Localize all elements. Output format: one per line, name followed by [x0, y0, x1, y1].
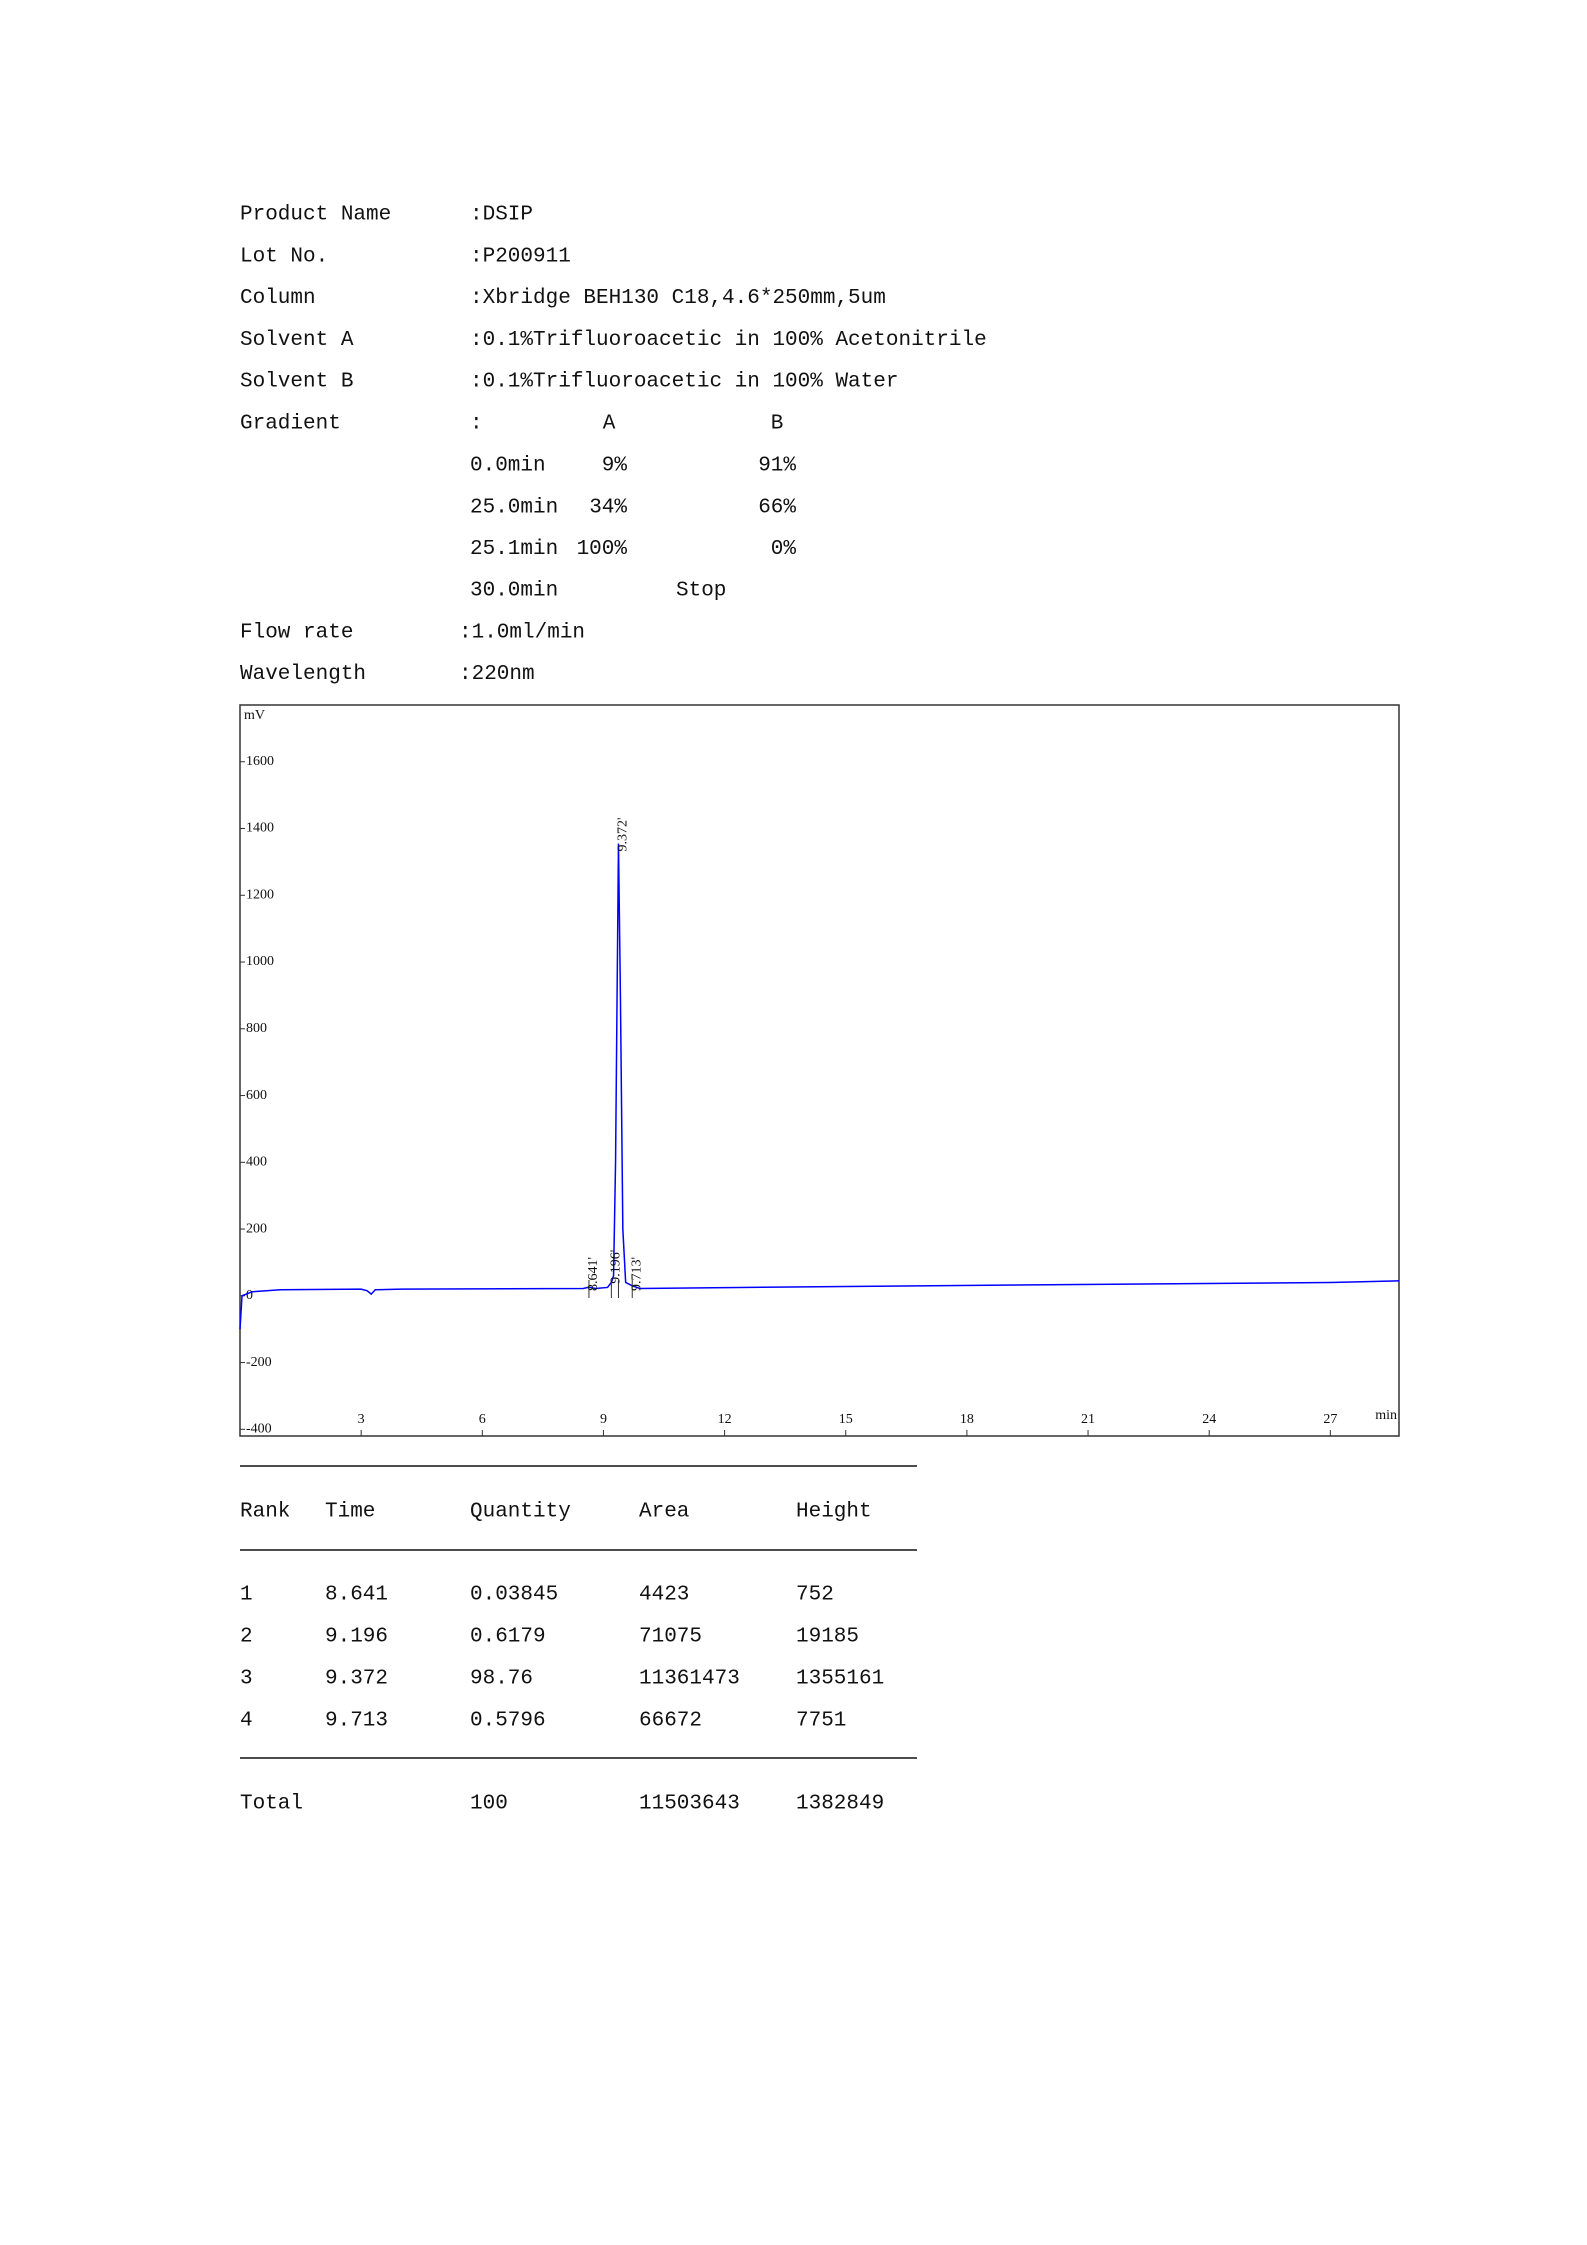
table-header: Rank [240, 1501, 290, 1524]
info-label: Product Name [240, 204, 391, 227]
y-tick-label: -200 [246, 1355, 272, 1370]
table-cell: 2 [240, 1626, 253, 1649]
x-tick-label: 12 [718, 1412, 732, 1427]
table-cell: 9.372 [325, 1668, 388, 1691]
info-label: Lot No. [240, 245, 328, 268]
table-cell: 7751 [796, 1710, 846, 1733]
gradient-a: 100% [577, 538, 628, 561]
table-cell: 66672 [639, 1710, 702, 1733]
gradient-a: 34% [589, 496, 627, 519]
table-cell: 8.641 [325, 1584, 388, 1607]
table-total: 1382849 [796, 1793, 884, 1816]
table-cell: 19185 [796, 1626, 859, 1649]
y-tick-label: -400 [246, 1422, 272, 1437]
info-value: :DSIP [470, 204, 533, 227]
y-tick-label: 1200 [246, 887, 274, 902]
table-cell: 752 [796, 1584, 834, 1607]
table-header: Height [796, 1501, 872, 1524]
table-cell: 0.5796 [470, 1710, 546, 1733]
peak-label: 9.713' [629, 1257, 644, 1291]
table-cell: 71075 [639, 1626, 702, 1649]
info-value: :P200911 [470, 245, 571, 268]
x-tick-label: 3 [358, 1412, 365, 1427]
table-cell: 11361473 [639, 1668, 740, 1691]
x-tick-label: 6 [479, 1412, 486, 1427]
y-tick-label: 200 [246, 1221, 267, 1236]
y-tick-label: 1000 [246, 954, 274, 969]
gradient-label: Gradient [240, 413, 341, 436]
y-tick-label: 1600 [246, 754, 274, 769]
table-header: Area [639, 1501, 689, 1524]
gradient-time: 25.0min [470, 496, 558, 519]
x-tick-label: 24 [1202, 1412, 1216, 1427]
y-tick-label: 800 [246, 1021, 267, 1036]
table-cell: 0.6179 [470, 1626, 546, 1649]
info-value: :0.1%Trifluoroacetic in 100% Acetonitril… [470, 329, 987, 352]
condition-value: :1.0ml/min [459, 622, 585, 645]
x-axis-label: min [1375, 1408, 1397, 1423]
table-cell: 0.03845 [470, 1584, 558, 1607]
peak-label: 9.372' [616, 817, 631, 851]
gradient-colon: : [470, 413, 483, 436]
x-tick-label: 15 [839, 1412, 853, 1427]
table-header: Time [325, 1501, 375, 1524]
y-tick-label: 0 [246, 1288, 253, 1303]
table-cell: 3 [240, 1668, 253, 1691]
peak-label: 9.196' [609, 1250, 624, 1284]
gradient-head-b: B [771, 413, 784, 436]
gradient-b: 66% [758, 496, 796, 519]
gradient-stop: Stop [676, 580, 726, 603]
table-cell: 1 [240, 1584, 253, 1607]
condition-label: Flow rate [240, 622, 353, 645]
gradient-b: 0% [771, 538, 797, 561]
info-label: Solvent B [240, 371, 353, 394]
table-total: 11503643 [639, 1793, 740, 1816]
table-header: Quantity [470, 1501, 571, 1524]
condition-value: :220nm [459, 663, 535, 686]
y-tick-label: 600 [246, 1088, 267, 1103]
gradient-time: 25.1min [470, 538, 558, 561]
condition-label: Wavelength [240, 663, 366, 686]
table-cell: 9.713 [325, 1710, 388, 1733]
table-total: 100 [470, 1793, 508, 1816]
info-value: :Xbridge BEH130 C18,4.6*250mm,5um [470, 287, 886, 310]
table-total: Total [240, 1793, 303, 1816]
table-cell: 98.76 [470, 1668, 533, 1691]
info-value: :0.1%Trifluoroacetic in 100% Water [470, 371, 898, 394]
table-cell: 1355161 [796, 1668, 884, 1691]
gradient-a: 9% [602, 455, 628, 478]
y-tick-label: 400 [246, 1155, 267, 1170]
table-cell: 4423 [639, 1584, 689, 1607]
gradient-head-a: A [603, 413, 616, 436]
chart-frame [239, 704, 1400, 1437]
table-cell: 9.196 [325, 1626, 388, 1649]
trace [239, 843, 1400, 1330]
info-label: Solvent A [240, 329, 354, 352]
x-tick-label: 21 [1081, 1412, 1095, 1427]
gradient-b: 91% [758, 455, 796, 478]
x-tick-label: 27 [1323, 1412, 1337, 1427]
info-label: Column [240, 287, 316, 310]
gradient-time: 0.0min [470, 455, 546, 478]
y-tick-label: 1400 [246, 821, 274, 836]
y-axis-label: mV [244, 708, 265, 723]
table-cell: 4 [240, 1710, 253, 1733]
x-tick-label: 9 [600, 1412, 607, 1427]
gradient-time: 30.0min [470, 580, 558, 603]
peak-label: 8.641' [586, 1257, 601, 1291]
x-tick-label: 18 [960, 1412, 974, 1427]
